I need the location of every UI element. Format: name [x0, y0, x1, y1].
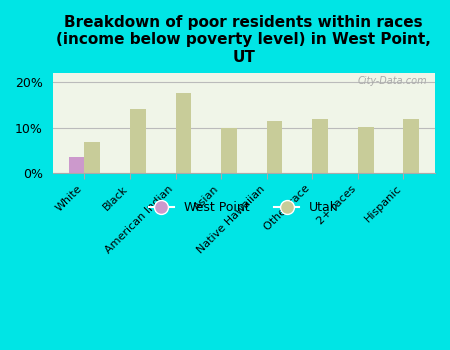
Title: Breakdown of poor residents within races
(income below poverty level) in West Po: Breakdown of poor residents within races… — [56, 15, 431, 65]
Legend: West Point, Utah: West Point, Utah — [144, 196, 344, 219]
Bar — [312, 119, 328, 173]
Bar — [266, 121, 283, 173]
Bar — [221, 128, 237, 173]
Bar — [85, 142, 100, 173]
Bar — [403, 119, 419, 173]
Bar — [358, 127, 373, 173]
Bar — [68, 157, 85, 173]
Bar — [130, 109, 146, 173]
Text: City-Data.com: City-Data.com — [358, 76, 427, 86]
Bar — [176, 93, 191, 173]
